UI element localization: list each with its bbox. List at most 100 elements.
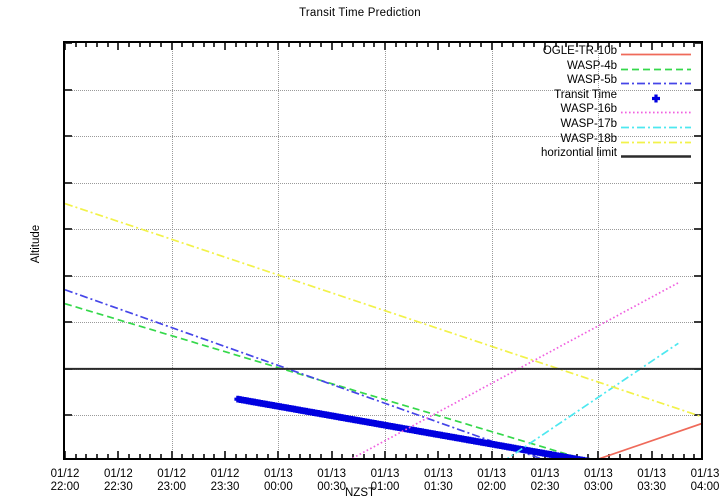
series-ogle-tr-10b <box>598 422 701 458</box>
x-tick-mark-minor <box>288 43 290 47</box>
x-tick-label-time: 22:30 <box>103 481 133 493</box>
x-tick-mark-minor <box>672 43 674 47</box>
x-tick-label-date: 01/13 <box>637 468 667 480</box>
x-tick-mark-minor <box>213 454 216 458</box>
x-tick-mark-minor <box>96 43 98 47</box>
legend-item-label: WASP-5b <box>566 74 617 87</box>
x-tick-label: 01/13 00:30 <box>302 468 362 494</box>
x-tick-mark-minor <box>522 43 525 47</box>
x-tick-label-date: 01/13 <box>530 468 560 480</box>
x-tick-mark-minor <box>181 454 184 458</box>
plot-area: 0102030405060708090 01/1222:0001/1222:30… <box>51 41 719 493</box>
x-tick-label: 01/13 01:00 <box>355 468 415 494</box>
x-tick-label-date: 01/12 <box>50 468 80 480</box>
series-line <box>65 288 542 458</box>
x-tick-label-time: 03:30 <box>637 481 667 493</box>
x-tick-mark-minor <box>426 454 429 458</box>
x-tick-label-time: 02:30 <box>530 481 560 493</box>
x-tick-mark-minor <box>320 43 322 47</box>
x-tick-mark-minor <box>597 43 600 47</box>
x-tick-mark-minor <box>149 454 152 458</box>
x-tick-mark-minor <box>138 454 141 458</box>
x-tick-mark-minor <box>501 454 504 458</box>
gridline-horizontal <box>65 322 701 324</box>
y-tick-mark <box>65 43 72 44</box>
x-tick-label: 01/12 23:00 <box>142 468 202 494</box>
x-tick-mark-minor <box>266 43 269 47</box>
x-tick-mark-minor <box>672 454 674 458</box>
gridline-horizontal <box>65 229 701 231</box>
x-tick-label-date: 01/13 <box>583 468 613 480</box>
legend-item-key <box>621 152 691 158</box>
x-tick-mark-minor <box>512 43 514 47</box>
x-tick-label-time: 01:00 <box>370 481 400 493</box>
x-tick-mark-minor <box>160 43 162 47</box>
legend-item: WASP-16b <box>470 102 695 117</box>
legend-marker-plus-icon <box>652 94 660 103</box>
x-tick-mark-minor <box>74 454 77 458</box>
x-tick-mark <box>224 451 226 458</box>
x-tick-mark-minor <box>469 43 472 47</box>
x-tick-label-date: 01/13 <box>423 468 453 480</box>
x-tick-mark-minor <box>138 43 141 47</box>
x-tick-mark-minor <box>448 454 450 458</box>
series-wasp-16b <box>351 282 679 458</box>
gridline-horizontal <box>65 275 701 277</box>
x-tick-mark-minor <box>426 43 429 47</box>
x-tick-mark-minor <box>352 43 354 47</box>
x-tick-label-date: 01/13 <box>370 468 400 480</box>
y-tick-mark <box>65 181 72 184</box>
legend-item-key <box>621 108 691 114</box>
legend-item-label: horizontial limit <box>540 147 617 160</box>
series-transit-time <box>234 395 590 458</box>
legend-item-label: WASP-16b <box>560 103 617 116</box>
x-tick-label-date: 01/12 <box>157 468 187 480</box>
x-tick-mark-minor <box>501 43 504 47</box>
x-tick-label: 01/13 04:00 <box>675 468 720 494</box>
x-tick-mark-minor <box>202 454 205 458</box>
legend-item-label: WASP-17b <box>560 117 617 130</box>
x-tick-mark-minor <box>234 454 237 458</box>
x-tick-mark-minor <box>480 43 482 47</box>
legend-item: horizontial limit <box>470 146 695 161</box>
x-tick-mark-minor <box>480 454 482 458</box>
x-tick-label-time: 01:30 <box>423 481 453 493</box>
x-tick-label-time: 04:00 <box>690 481 720 493</box>
x-tick-mark-minor <box>394 454 397 458</box>
x-tick-mark-minor <box>362 454 365 458</box>
x-tick-label-time: 23:30 <box>210 481 240 493</box>
x-tick-label: 01/13 00:00 <box>248 468 308 494</box>
y-tick-mark <box>694 274 701 277</box>
x-tick-mark-minor <box>693 43 696 47</box>
x-tick-mark-minor <box>405 454 408 458</box>
y-tick-mark <box>65 274 72 277</box>
x-tick-mark-minor <box>288 454 290 458</box>
x-tick-label: 01/13 03:30 <box>622 468 682 494</box>
legend-item-label: WASP-4b <box>566 59 617 72</box>
series-line <box>598 422 701 458</box>
x-tick-mark-minor <box>693 454 696 458</box>
y-tick-mark <box>65 228 72 231</box>
series-wasp-4b <box>65 302 583 458</box>
x-tick-label-time: 22:00 <box>50 481 80 493</box>
x-tick-mark-minor <box>128 454 130 458</box>
x-tick-mark-minor <box>245 43 248 47</box>
legend-item-key <box>621 138 691 143</box>
legend-item-key <box>621 79 691 85</box>
x-tick-label: 01/13 03:00 <box>568 468 628 494</box>
y-tick-mark <box>65 88 72 91</box>
x-tick-mark-minor <box>554 43 557 47</box>
legend-item: WASP-4b <box>470 59 695 74</box>
transit-time-marker <box>570 455 578 458</box>
x-tick-mark-minor <box>661 454 664 458</box>
plot-inner <box>65 43 701 458</box>
x-tick-label: 01/13 02:30 <box>515 468 575 494</box>
x-tick-mark-minor <box>458 454 461 458</box>
series-line <box>506 342 679 458</box>
x-tick-mark <box>490 451 493 458</box>
x-tick-mark-minor <box>448 43 450 47</box>
x-tick-mark-minor <box>192 43 194 47</box>
legend-item-label: WASP-18b <box>560 132 617 145</box>
x-tick-label-time: 00:00 <box>263 481 293 493</box>
y-tick-mark <box>694 321 701 324</box>
